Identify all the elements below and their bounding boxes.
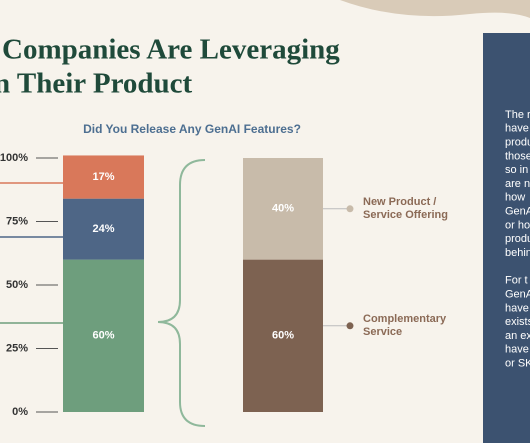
- sidebar-panel: [483, 33, 530, 443]
- value-label: 60%: [272, 330, 294, 342]
- sidebar-text: behin: [505, 247, 530, 259]
- y-tick-label: 75%: [6, 215, 28, 227]
- value-label: 60%: [92, 330, 114, 342]
- title-line: Companies Are Leveraging: [2, 34, 340, 66]
- value-label: 24%: [92, 223, 114, 235]
- y-tick-label: 100%: [0, 152, 28, 164]
- sidebar-text: The r: [505, 109, 530, 121]
- sidebar-text: exists: [505, 316, 530, 328]
- sidebar-text: GenA: [505, 289, 530, 301]
- bar-segment: [63, 259, 144, 412]
- sidebar-text: have: [505, 123, 529, 135]
- sidebar-text: are n: [505, 178, 530, 190]
- bar-segment: [243, 158, 323, 260]
- sidebar-text: or SK: [505, 358, 530, 370]
- sidebar-text: produ: [505, 233, 530, 245]
- legend-label: New Product / Service Offering: [363, 195, 448, 221]
- legend-item: New Product / Service Offering: [363, 195, 448, 221]
- brace: [157, 159, 206, 427]
- y-tick-label: 50%: [6, 279, 28, 291]
- decor-shape: [340, 0, 530, 18]
- sidebar-text: so in: [505, 164, 528, 176]
- sidebar-text: an ex: [505, 330, 530, 342]
- legend-item: Complementary Service: [363, 312, 447, 338]
- legend-dot: [346, 322, 354, 330]
- value-label: 17%: [92, 171, 114, 183]
- legend-label: Complementary Service: [363, 312, 447, 338]
- sidebar-text: those: [505, 150, 530, 162]
- y-tick-label: 25%: [6, 342, 28, 354]
- y-tick-label: 0%: [12, 406, 28, 418]
- value-label: 40%: [272, 203, 294, 215]
- sidebar-text: or ho: [505, 219, 530, 231]
- sidebar-text: GenA: [505, 206, 530, 218]
- sidebar-text: have: [505, 302, 529, 314]
- chart-title: Did You Release Any GenAI Features?: [83, 122, 301, 136]
- bar-segment: [63, 198, 144, 260]
- bar-segment: [243, 259, 323, 412]
- legend-dot: [346, 205, 354, 213]
- sidebar-text: produ: [505, 137, 530, 149]
- bar-segment: [63, 155, 144, 199]
- sidebar-text: have: [505, 344, 529, 356]
- sidebar-text: how: [505, 192, 525, 204]
- sidebar-text: For t: [505, 275, 528, 287]
- title-line: n Their Product: [0, 68, 193, 100]
